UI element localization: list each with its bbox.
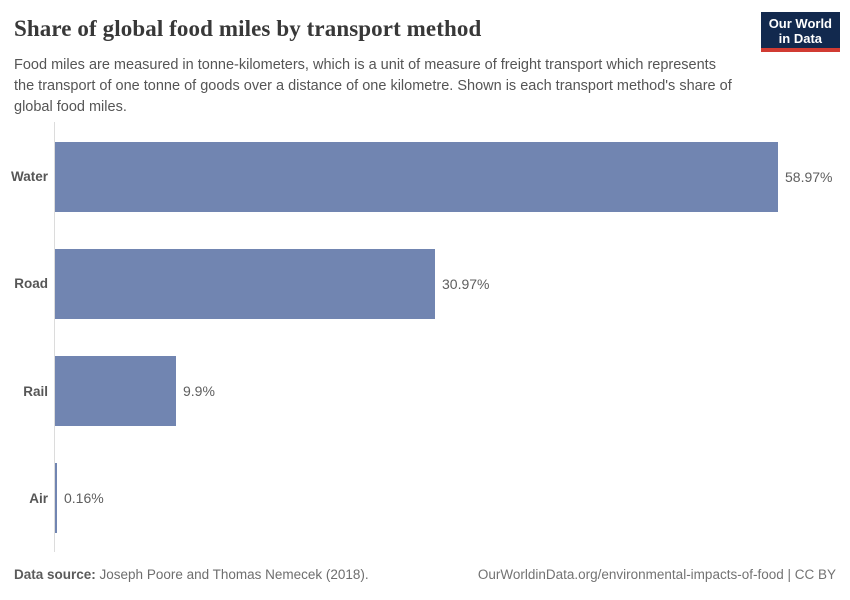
bar-row-water: Water 58.97% bbox=[11, 141, 836, 212]
bar-air[interactable] bbox=[55, 463, 57, 534]
category-label-water: Water bbox=[10, 169, 48, 184]
bar-rail[interactable] bbox=[55, 356, 176, 427]
data-source-text: Joseph Poore and Thomas Nemecek (2018). bbox=[95, 567, 369, 582]
value-label-air: 0.16% bbox=[64, 490, 104, 507]
y-axis-line bbox=[54, 122, 55, 552]
bar-road[interactable] bbox=[55, 248, 435, 319]
bar-row-air: Air 0.16% bbox=[14, 463, 836, 534]
category-label-air: Air bbox=[29, 490, 48, 506]
owid-url-license-link[interactable]: OurWorldinData.org/environmental-impacts… bbox=[477, 567, 836, 582]
data-source-note: Data source: Joseph Poore and Thomas Nem… bbox=[14, 567, 369, 582]
owid-logo[interactable]: Our World in Data bbox=[760, 12, 840, 52]
owid-logo-line1: Our World bbox=[768, 16, 832, 31]
bar-water[interactable] bbox=[55, 141, 778, 212]
category-label-road: Road bbox=[14, 276, 48, 292]
value-label-road: 30.97% bbox=[442, 275, 490, 292]
chart-title: Share of global food miles by transport … bbox=[14, 16, 482, 41]
bar-chart: Water 58.97% Road 30.97% Rail 9.9% Air 0.16% bbox=[11, 122, 836, 552]
value-label-rail: 9.9% bbox=[183, 383, 215, 400]
value-label-water: 58.97% bbox=[785, 168, 833, 185]
category-label-rail: Rail bbox=[23, 383, 48, 399]
bar-row-road: Road 30.97% bbox=[14, 248, 836, 319]
owid-logo-line2: in Data bbox=[778, 31, 823, 46]
bar-row-rail: Rail 9.9% bbox=[14, 356, 836, 427]
chart-subtitle: Food miles are measured in tonne-kilomet… bbox=[14, 57, 732, 115]
footer: Data source: Joseph Poore and Thomas Nem… bbox=[14, 567, 836, 582]
data-source-label: Data source: bbox=[14, 567, 96, 582]
